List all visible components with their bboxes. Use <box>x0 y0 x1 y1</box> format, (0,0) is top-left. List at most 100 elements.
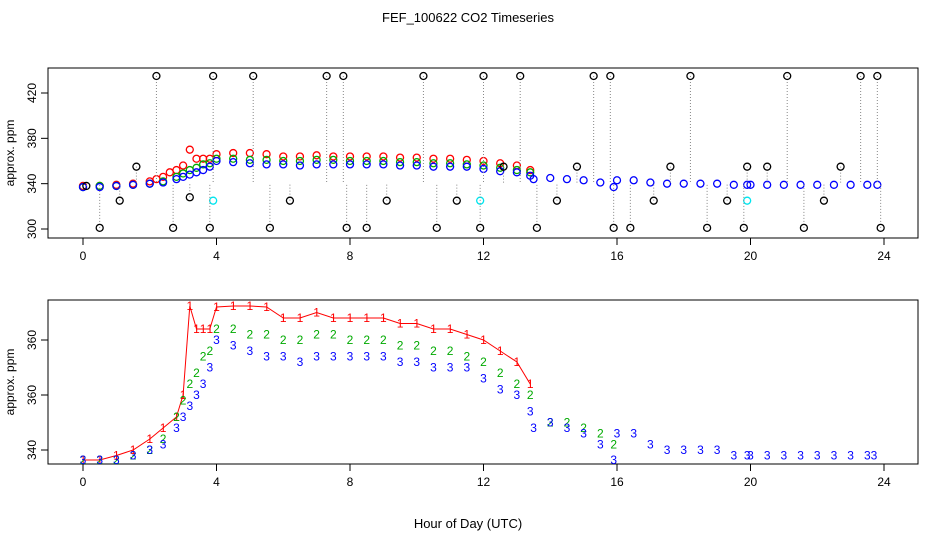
data-point: 1 <box>213 300 220 314</box>
data-point: 3 <box>744 449 751 463</box>
data-point: 1 <box>146 432 153 446</box>
data-point <box>629 176 638 185</box>
data-point: 3 <box>597 438 604 452</box>
data-point <box>249 71 258 81</box>
data-point <box>445 154 455 163</box>
data-point: 2 <box>186 377 193 391</box>
y-tick-label: 300 <box>25 219 39 239</box>
data-point: 1 <box>413 317 420 331</box>
data-point <box>686 71 695 81</box>
data-point: 1 <box>180 388 187 402</box>
data-point: 2 <box>200 350 207 364</box>
data-point <box>609 182 618 192</box>
data-point: 1 <box>313 306 320 320</box>
data-point: 3 <box>397 355 404 369</box>
data-point: 1 <box>380 311 387 325</box>
data-point <box>743 196 752 205</box>
series <box>78 156 882 192</box>
data-point: 3 <box>113 453 120 467</box>
data-point <box>295 156 305 166</box>
y-tick-label: 360 <box>25 330 39 350</box>
data-point <box>829 180 839 189</box>
data-point: 2 <box>430 344 437 358</box>
data-point <box>646 178 655 187</box>
data-point <box>245 148 255 158</box>
data-point <box>412 161 421 170</box>
data-point: 2 <box>280 333 287 347</box>
data-point <box>279 156 288 166</box>
data-point: 3 <box>280 350 287 364</box>
data-point <box>185 170 194 179</box>
data-point <box>462 162 471 171</box>
data-point <box>445 162 455 171</box>
data-point <box>395 153 405 162</box>
data-point: 3 <box>580 427 587 441</box>
data-point: 3 <box>514 388 521 402</box>
data-point: 3 <box>781 449 788 463</box>
data-point <box>743 180 752 189</box>
data-point: 1 <box>280 311 287 325</box>
data-point: 3 <box>610 453 617 467</box>
data-point <box>445 159 455 168</box>
data-point: 3 <box>730 449 737 463</box>
data-point <box>329 160 338 169</box>
data-point: 3 <box>680 443 687 457</box>
data-point <box>452 196 461 205</box>
data-point: 1 <box>160 421 167 435</box>
data-point <box>362 152 371 161</box>
data-point: 1 <box>206 322 213 336</box>
data-point <box>863 180 872 189</box>
data-point: 1 <box>480 333 487 347</box>
data-point: 1 <box>347 311 354 325</box>
data-point <box>562 174 572 184</box>
data-point: 3 <box>193 388 200 402</box>
data-point <box>345 152 355 161</box>
data-point: 1 <box>397 317 404 331</box>
data-point: 2 <box>213 322 220 336</box>
data-point: 3 <box>430 361 437 375</box>
data-point <box>345 160 355 169</box>
x-tick-label: 16 <box>610 249 624 263</box>
data-point: 2 <box>527 388 534 402</box>
data-point: 1 <box>463 328 470 342</box>
data-point: 3 <box>146 443 153 457</box>
data-point: 1 <box>200 322 207 336</box>
data-point: 1 <box>263 300 270 314</box>
data-point <box>412 153 421 162</box>
figure-title: FEF_100622 CO2 Timeseries <box>382 10 554 25</box>
data-point: 3 <box>413 355 420 369</box>
data-point <box>856 71 865 81</box>
data-point: 2 <box>514 377 521 391</box>
data-point: 2 <box>363 333 370 347</box>
x-tick-label: 0 <box>80 249 87 263</box>
data-point <box>209 71 218 81</box>
x-tick-label: 8 <box>347 249 354 263</box>
data-point: 2 <box>247 328 254 342</box>
data-point <box>432 223 441 233</box>
data-point <box>412 157 421 167</box>
data-point <box>395 161 405 170</box>
data-point <box>729 180 738 189</box>
data-point <box>229 157 238 167</box>
data-point: 2 <box>397 339 404 353</box>
data-point: 3 <box>864 449 871 463</box>
data-point <box>345 156 355 166</box>
data-point: 3 <box>814 449 821 463</box>
data-point: 3 <box>697 443 704 457</box>
data-point: 2 <box>380 333 387 347</box>
data-point <box>589 71 598 81</box>
data-point: 3 <box>547 416 554 430</box>
data-point <box>739 223 748 233</box>
series <box>78 154 535 192</box>
data-point <box>606 71 615 81</box>
data-point: 2 <box>160 432 167 446</box>
data-point <box>192 168 201 177</box>
data-point <box>783 71 792 81</box>
data-point: 3 <box>530 421 537 435</box>
data-point: 3 <box>497 383 504 397</box>
y-tick-label: 420 <box>25 83 39 103</box>
data-point: 2 <box>263 328 270 342</box>
